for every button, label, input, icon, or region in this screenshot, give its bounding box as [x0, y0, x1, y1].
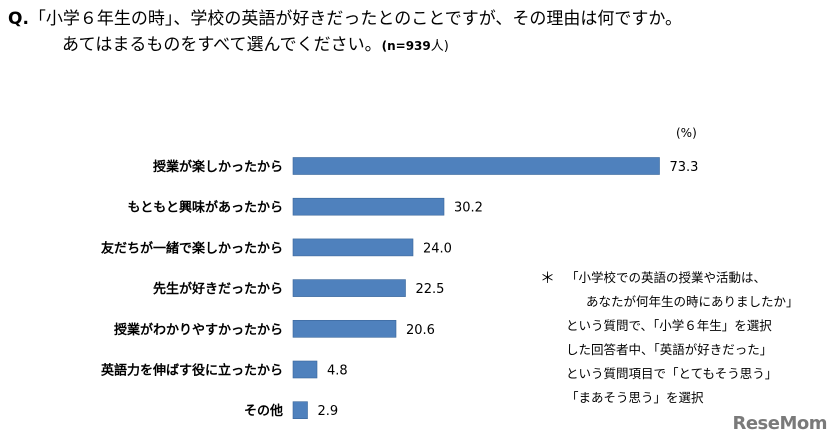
question-prefix: Q. — [8, 9, 29, 29]
value-label: 30.2 — [454, 201, 483, 216]
footnote-line-3: という質問で、「小学６年生」を選択 — [566, 318, 772, 333]
value-label: 73.3 — [670, 160, 699, 175]
footnote-line-4: した回答者中、「英語が好きだった」 — [566, 342, 773, 357]
question-block: Q.「小学６年生の時」、学校の英語が好きだったとのことですが、その理由は何ですか… — [8, 8, 828, 58]
unit-label: (%) — [676, 126, 697, 140]
footnote-line-1: 「小学校での英語の授業や活動は、 — [566, 270, 767, 285]
question-text-2: あてはまるものをすべて選んでください。 — [62, 35, 382, 55]
category-label: 先生が好きだったから — [153, 281, 283, 297]
bar — [292, 238, 414, 257]
footnote-line-2: あなたが何年生の時にありましたか」 — [586, 294, 799, 309]
question-text-1: 「小学６年生の時」、学校の英語が好きだったとのことですが、その理由は何ですか。 — [28, 9, 683, 29]
category-label: 英語力を伸ばす役に立ったから — [100, 363, 283, 379]
resemom-logo: ReseMom — [732, 413, 827, 434]
footnote-line-6: 「まあそう思う」を選択 — [566, 390, 704, 405]
category-label: 授業が楽しかったから — [153, 159, 283, 175]
category-label: 友だちが一緒で楽しかったから — [101, 240, 283, 256]
bar — [292, 279, 406, 297]
category-label: もともと興味があったから — [128, 200, 283, 216]
bar — [292, 360, 318, 379]
value-label: 22.5 — [416, 282, 445, 297]
question-line-1: Q.「小学６年生の時」、学校の英語が好きだったとのことですが、その理由は何ですか… — [8, 8, 828, 30]
value-label: 24.0 — [423, 241, 452, 256]
bar — [292, 401, 308, 420]
value-label: 4.8 — [327, 364, 348, 379]
footnote: ＊ 「小学校での英語の授業や活動は、 あなたが何年生の時にありましたか」 という… — [540, 266, 830, 410]
bar — [292, 157, 660, 175]
footnote-line-5: という質問項目で「とてもそう思う」 — [566, 366, 778, 381]
value-label: 2.9 — [318, 404, 339, 419]
category-label: その他 — [244, 403, 283, 419]
sample-size: (n=939 — [381, 39, 431, 53]
value-label: 20.6 — [406, 323, 435, 338]
category-label: 授業がわかりやすかったから — [114, 322, 283, 338]
bar — [292, 197, 445, 216]
question-line-2: あてはまるものをすべて選んでください。(n=939人) — [62, 34, 828, 58]
footnote-star: ＊ — [540, 269, 556, 287]
bar — [292, 319, 397, 338]
sample-size-unit: 人) — [430, 39, 449, 54]
